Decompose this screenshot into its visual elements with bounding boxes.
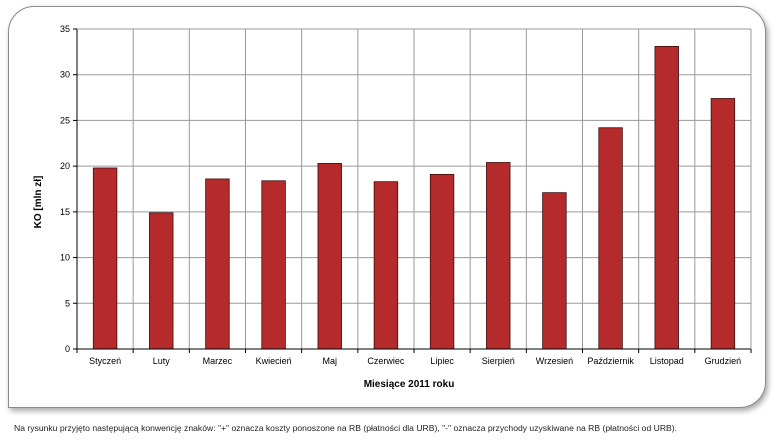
x-tick-label: Czerwiec	[367, 356, 405, 366]
y-tick-label: 0	[65, 344, 70, 354]
x-tick-label: Styczeń	[89, 356, 121, 366]
y-tick-label: 35	[60, 24, 70, 34]
bar	[317, 162, 342, 350]
y-axis-label: KO [mln zł]	[33, 176, 44, 229]
bar	[542, 192, 567, 350]
x-tick-label: Wrzesień	[536, 356, 573, 366]
bar	[429, 173, 455, 350]
bar	[373, 181, 399, 350]
bar-chart: KO [mln zł] Miesiące 2011 roku 0 5 10 15 20 2…	[33, 24, 752, 390]
y-tick-label: 30	[60, 70, 70, 80]
x-tick-label: Luty	[153, 356, 171, 366]
chart-frame: KO [mln zł] Miesiące 2011 roku 0 5 10 15 20 2…	[8, 6, 766, 408]
y-tick-label: 15	[60, 207, 70, 217]
x-tick-label: Listopad	[650, 356, 684, 366]
bar	[710, 98, 736, 350]
bar	[598, 127, 623, 350]
bar	[486, 162, 511, 350]
y-tick-label: 5	[65, 298, 70, 308]
y-tick-label: 25	[60, 115, 70, 125]
bar	[92, 167, 118, 350]
x-tick-label: Maj	[322, 356, 337, 366]
x-tick-label: Marzec	[203, 356, 233, 366]
x-tick-label: Kwiecień	[256, 356, 292, 366]
y-tick-label: 20	[60, 161, 70, 171]
x-axis-label: Miesiące 2011 roku	[364, 379, 455, 390]
x-tick-label: Październik	[587, 356, 634, 366]
x-tick-label: Grudzień	[705, 356, 742, 366]
bar	[205, 178, 230, 350]
x-tick-label: Lipiec	[430, 356, 454, 366]
x-tick-label: Sierpień	[482, 356, 515, 366]
footnote: Na rysunku przyjęto następującą konwencj…	[14, 423, 678, 433]
bar	[149, 212, 174, 350]
bar	[261, 180, 286, 350]
y-tick-label: 10	[60, 253, 70, 263]
bar	[654, 45, 679, 350]
